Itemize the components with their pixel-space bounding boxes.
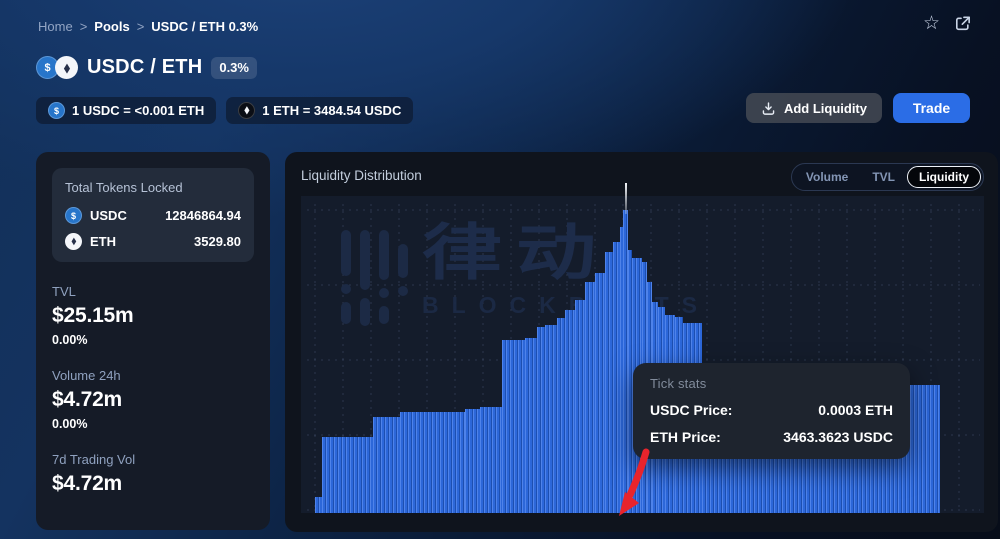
liquidity-bar-segment[interactable] [545, 325, 557, 513]
liquidity-bar-segment[interactable] [575, 300, 585, 513]
liquidity-chart-card: Liquidity Distribution Volume TVL Liquid… [285, 152, 998, 532]
tooltip-row: ETH Price: 3463.3623 USDC [650, 429, 893, 445]
liquidity-bar-segment[interactable] [322, 437, 373, 513]
tooltip-title: Tick stats [650, 376, 707, 391]
liquidity-bar-segment[interactable] [502, 340, 525, 513]
chart-title: Liquidity Distribution [301, 168, 422, 183]
liquidity-bar-segment[interactable] [537, 327, 545, 513]
tooltip-label: ETH Price: [650, 429, 721, 445]
liquidity-bar-segment[interactable] [525, 338, 537, 513]
liquidity-bar-segment[interactable] [613, 242, 620, 513]
chart-tabs: Volume TVL Liquidity [790, 163, 984, 191]
chart-plot-area: 律动 BLOCKBEATS Tick stats USDC Price: 0.0… [301, 183, 984, 516]
metric-volume-24h: Volume 24h $4.72m 0.00% [52, 368, 254, 431]
liquidity-bar-segment[interactable] [605, 252, 613, 513]
locked-card-title: Total Tokens Locked [65, 180, 183, 195]
token-label: ETH [90, 234, 116, 249]
pool-title: $ ◆ USDC / ETH 0.3% [36, 56, 257, 79]
pool-stats-card: Total Tokens Locked $ USDC 12846864.94 ◆… [36, 152, 270, 530]
tick-stats-tooltip: Tick stats USDC Price: 0.0003 ETH ETH Pr… [633, 363, 910, 459]
usdc-rate-pill[interactable]: $ 1 USDC = <0.001 ETH [36, 97, 217, 124]
liquidity-bar-segment[interactable] [480, 407, 502, 513]
watermark-cn-text: 律动 [422, 218, 610, 287]
tab-liquidity[interactable]: Liquidity [907, 166, 981, 188]
breadcrumb-separator: > [136, 19, 145, 34]
liquidity-bar-segment[interactable] [373, 417, 400, 513]
usdc-icon: $ [48, 102, 65, 119]
total-tokens-locked-card: Total Tokens Locked $ USDC 12846864.94 ◆… [52, 168, 254, 262]
liquidity-bar-segment[interactable] [628, 250, 632, 513]
liquidity-bar-segment[interactable] [465, 409, 480, 513]
liquidity-bar-segment[interactable] [595, 273, 605, 513]
external-link-icon[interactable] [953, 14, 972, 33]
metric-value: $4.72m [52, 388, 123, 411]
tab-tvl[interactable]: TVL [872, 170, 895, 184]
metric-tvl: TVL $25.15m 0.00% [52, 284, 254, 347]
breadcrumb-home[interactable]: Home [38, 19, 73, 34]
metric-label: 7d Trading Vol [52, 452, 136, 467]
liquidity-bar-segment[interactable] [623, 183, 628, 513]
download-tray-icon [762, 101, 775, 115]
usdc-icon: $ [36, 56, 59, 79]
liquidity-bar-segment[interactable] [557, 318, 565, 513]
metric-value: $25.15m [52, 304, 134, 327]
eth-icon: ◆ [238, 102, 256, 119]
usdc-rate-text: 1 USDC = <0.001 ETH [72, 103, 205, 118]
liquidity-bar-segment[interactable] [315, 497, 322, 513]
blockbeats-logo-icon [341, 224, 408, 326]
liquidity-bar-segment[interactable] [620, 227, 623, 513]
tooltip-row: USDC Price: 0.0003 ETH [650, 402, 893, 418]
tab-volume[interactable]: Volume [805, 170, 849, 184]
fee-tier-badge: 0.3% [211, 56, 257, 79]
pair-name: USDC / ETH [87, 56, 203, 78]
eth-rate-pill[interactable]: ◆ 1 ETH = 3484.54 USDC [226, 97, 414, 124]
metric-label: Volume 24h [52, 368, 121, 383]
liquidity-bar-segment[interactable] [400, 412, 465, 513]
breadcrumb-separator: > [79, 19, 88, 34]
metric-change: 0.00% [52, 333, 88, 347]
token-label: USDC [90, 208, 127, 223]
metric-label: TVL [52, 284, 76, 299]
token-amount: 12846864.94 [165, 208, 241, 223]
watermark: 律动 BLOCKBEATS [341, 218, 710, 326]
trade-button[interactable]: Trade [893, 93, 970, 123]
metric-value: $4.72m [52, 472, 123, 495]
liquidity-bar-segment[interactable] [585, 282, 595, 513]
add-liquidity-button[interactable]: Add Liquidity [745, 93, 882, 123]
metric-7d-trading-vol: 7d Trading Vol $4.72m [52, 452, 254, 496]
eth-icon: ◆ [55, 56, 78, 79]
tooltip-label: USDC Price: [650, 402, 733, 418]
usdc-icon: $ [65, 207, 82, 224]
tooltip-value: 0.0003 ETH [818, 402, 893, 418]
breadcrumb-pools[interactable]: Pools [94, 19, 130, 34]
metric-change: 0.00% [52, 417, 88, 431]
eth-rate-text: 1 ETH = 3484.54 USDC [262, 103, 402, 118]
locked-row-usdc: $ USDC 12846864.94 [65, 207, 241, 224]
red-arrow-annotation [619, 448, 650, 516]
token-amount: 3529.80 [194, 234, 241, 249]
favorite-star-icon[interactable]: ☆ [922, 13, 940, 34]
locked-row-eth: ◆ ETH 3529.80 [65, 233, 241, 250]
breadcrumb-current: USDC / ETH 0.3% [151, 19, 259, 34]
current-price-line [624, 183, 627, 214]
liquidity-bar-segment[interactable] [565, 310, 575, 513]
eth-icon: ◆ [65, 233, 82, 250]
breadcrumb: Home > Pools > USDC / ETH 0.3% [38, 19, 258, 34]
tooltip-value: 3463.3623 USDC [783, 429, 893, 445]
